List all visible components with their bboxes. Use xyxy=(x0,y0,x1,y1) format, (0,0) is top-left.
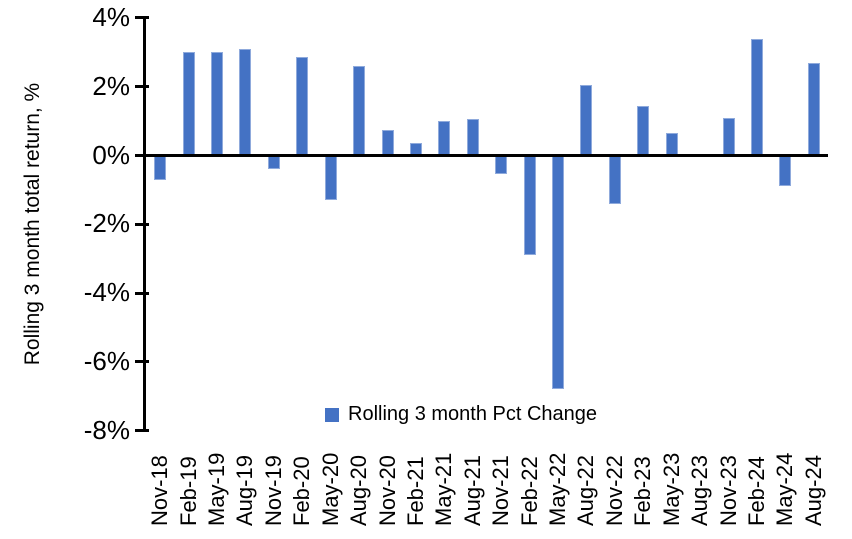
x-tick-label: Nov-22 xyxy=(601,455,627,526)
y-tick-label: 0% xyxy=(92,139,130,170)
y-tick-label: 4% xyxy=(92,1,130,32)
legend: Rolling 3 month Pct Change xyxy=(325,403,597,426)
y-tick-mark xyxy=(135,16,149,20)
x-tick-label: Nov-21 xyxy=(488,455,514,526)
x-tick-label: May-21 xyxy=(431,452,457,526)
bar-May-21 xyxy=(438,121,451,156)
bar-Feb-22 xyxy=(523,155,536,256)
bar-Feb-23 xyxy=(637,105,650,156)
y-tick-label: 2% xyxy=(92,70,130,101)
y-tick-label: -2% xyxy=(83,208,130,239)
y-tick-label: -4% xyxy=(83,277,130,308)
x-tick-label: Nov-19 xyxy=(260,455,286,526)
y-tick-mark xyxy=(135,291,149,295)
bar-May-23 xyxy=(665,133,678,156)
bar-Aug-22 xyxy=(580,84,593,156)
x-tick-label: Feb-22 xyxy=(516,456,542,526)
x-tick-label: Aug-23 xyxy=(687,455,713,526)
bar-Nov-22 xyxy=(608,155,621,204)
y-tick-mark xyxy=(135,222,149,226)
y-tick-label: -8% xyxy=(83,414,130,445)
bar-Aug-21 xyxy=(466,119,479,156)
y-tick-label: -6% xyxy=(83,345,130,376)
bar-May-22 xyxy=(552,155,565,390)
x-tick-label: Aug-21 xyxy=(459,455,485,526)
y-tick-mark xyxy=(135,154,149,157)
x-tick-label: Nov-18 xyxy=(147,455,173,526)
x-tick-label: May-19 xyxy=(204,452,230,526)
x-tick-label: Nov-23 xyxy=(715,455,741,526)
x-tick-label: May-20 xyxy=(317,452,343,526)
bar-Aug-24 xyxy=(807,62,820,156)
x-tick-label: May-22 xyxy=(545,452,571,526)
x-tick-label: Feb-21 xyxy=(402,456,428,526)
x-tick-label: May-23 xyxy=(658,452,684,526)
y-axis-line xyxy=(143,16,146,432)
x-axis-line xyxy=(143,154,828,157)
legend-swatch-icon xyxy=(325,407,339,422)
legend-label: Rolling 3 month Pct Change xyxy=(348,403,598,425)
bar-Feb-24 xyxy=(750,38,763,156)
y-tick-mark xyxy=(135,429,149,433)
x-tick-label: Feb-19 xyxy=(175,456,201,526)
bar-May-24 xyxy=(779,155,792,187)
x-tick-label: Aug-24 xyxy=(800,455,826,526)
bar-Nov-19 xyxy=(267,155,280,170)
bar-Nov-21 xyxy=(495,155,508,175)
bar-Feb-20 xyxy=(296,57,309,156)
bar-May-19 xyxy=(211,52,224,156)
x-tick-label: Nov-20 xyxy=(374,455,400,526)
x-tick-label: May-24 xyxy=(772,452,798,526)
x-tick-label: Feb-23 xyxy=(630,456,656,526)
bar-May-20 xyxy=(324,155,337,201)
bar-Nov-23 xyxy=(722,117,735,156)
bar-Nov-18 xyxy=(154,155,167,180)
x-tick-label: Feb-24 xyxy=(743,456,769,526)
x-tick-label: Feb-20 xyxy=(289,456,315,526)
y-tick-mark xyxy=(135,360,149,364)
x-tick-label: Aug-20 xyxy=(346,455,372,526)
x-tick-label: Aug-19 xyxy=(232,455,258,526)
bar-Nov-20 xyxy=(381,129,394,156)
x-tick-label: Aug-22 xyxy=(573,455,599,526)
bar-Aug-19 xyxy=(239,48,252,156)
y-tick-mark xyxy=(135,85,149,89)
bar-Aug-20 xyxy=(353,66,366,156)
bar-Feb-19 xyxy=(182,52,195,156)
